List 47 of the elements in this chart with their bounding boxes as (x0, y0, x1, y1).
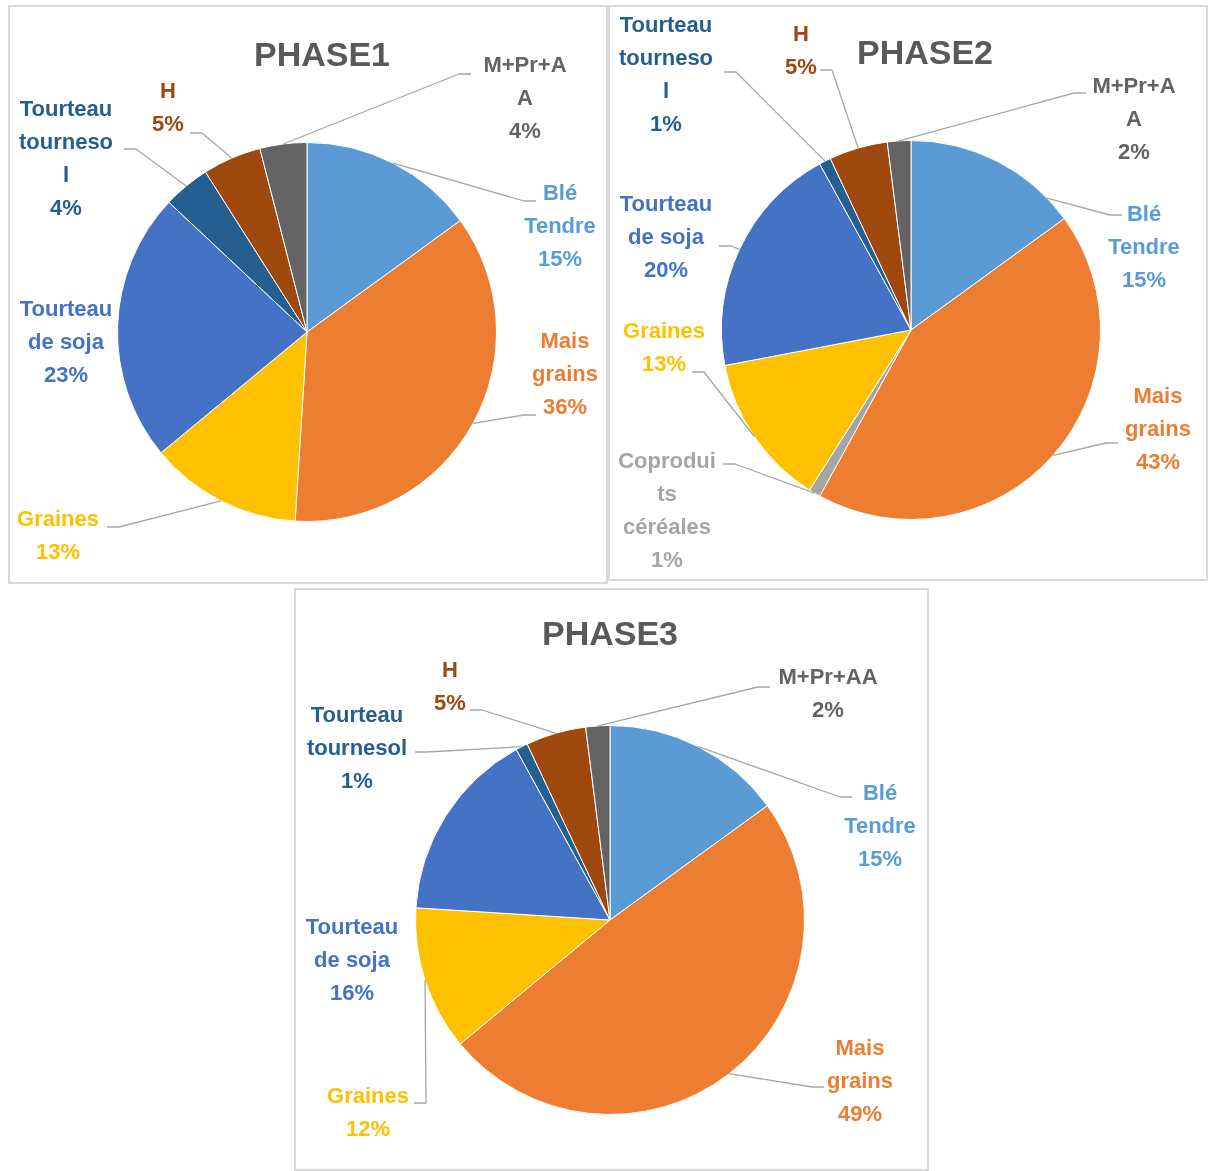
slice-label: Mais grains (1124, 383, 1192, 442)
slice-label: Coproduits céréales (618, 448, 716, 540)
data-label: 15% (537, 246, 583, 272)
data-label: 16% (329, 980, 375, 1006)
slice-label: H (160, 78, 176, 104)
data-label: 23% (43, 362, 89, 388)
data-label: 13% (641, 351, 687, 377)
slice-label: Mais grains (531, 328, 599, 387)
data-label: 1% (650, 111, 682, 137)
data-label: 5% (785, 54, 817, 80)
data-label: 12% (345, 1116, 391, 1142)
data-label: 1% (341, 768, 373, 794)
data-label: 13% (35, 539, 81, 565)
data-label: 5% (152, 111, 184, 137)
slice-label: H (442, 657, 458, 683)
data-label: 4% (509, 118, 541, 144)
data-label: 2% (1118, 139, 1150, 165)
chart-title: PHASE3 (541, 614, 679, 653)
slice-label: Graines (17, 506, 99, 532)
data-label: 15% (1121, 267, 1167, 293)
slice-label: Tourteau de soja (619, 191, 713, 250)
data-label: 43% (1135, 449, 1181, 475)
data-label: 36% (542, 394, 588, 420)
slice-label: M+Pr+AA (1092, 73, 1176, 132)
slice-label: Tourteau tournesol (18, 96, 114, 188)
slice-label: H (793, 21, 809, 47)
slice-label: M+Pr+AA (778, 664, 878, 690)
text: PHASE2 (856, 33, 994, 72)
slice-label: Tourteau tournesol (306, 702, 408, 761)
slice-label: Tourteau de soja (305, 914, 399, 973)
chart-title: PHASE1 (253, 35, 391, 74)
slice-label: Blé Tendre (524, 180, 596, 239)
slice-label: Graines (327, 1083, 409, 1109)
slice-label: Blé Tendre (1108, 201, 1180, 260)
data-label: 49% (837, 1101, 883, 1127)
slice-label: Mais grains (826, 1035, 894, 1094)
data-label: 2% (812, 697, 844, 723)
data-label: 15% (857, 846, 903, 872)
data-label: 1% (651, 547, 683, 573)
slice-label: Blé Tendre (844, 780, 916, 839)
slice-label: Tourteau tournesol (618, 12, 714, 104)
slice-label: Tourteau de soja (19, 296, 113, 355)
data-label: 20% (643, 257, 689, 283)
data-label: 5% (434, 690, 466, 716)
slice-label: Graines (623, 318, 705, 344)
slice-label: M+Pr+AA (483, 52, 567, 111)
data-label: 4% (50, 195, 82, 221)
